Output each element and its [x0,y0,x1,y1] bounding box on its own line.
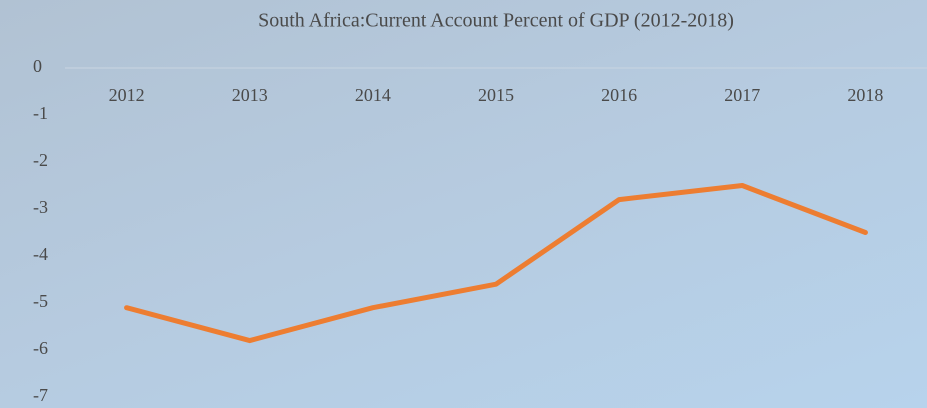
x-tick-label: 2013 [232,85,268,105]
x-tick-label: 2012 [109,85,145,105]
y-tick-label: -6 [33,338,48,358]
x-tick-label: 2018 [847,85,883,105]
x-tick-label: 2016 [601,85,637,105]
y-tick-label: -4 [33,244,48,264]
y-tick-label: 0 [33,56,42,76]
line [124,183,868,344]
x-tick-label: 2017 [724,85,760,105]
x-tick-label: 2015 [478,85,514,105]
x-tick-label: 2014 [355,85,391,105]
y-tick-label: -1 [33,103,48,123]
y-tick-label: -5 [33,291,48,311]
chart-title: South Africa:Current Account Percent of … [258,10,734,32]
y-tick-label: -7 [33,385,48,405]
y-tick-label: -2 [33,150,48,170]
y-tick-label: -3 [33,197,48,217]
